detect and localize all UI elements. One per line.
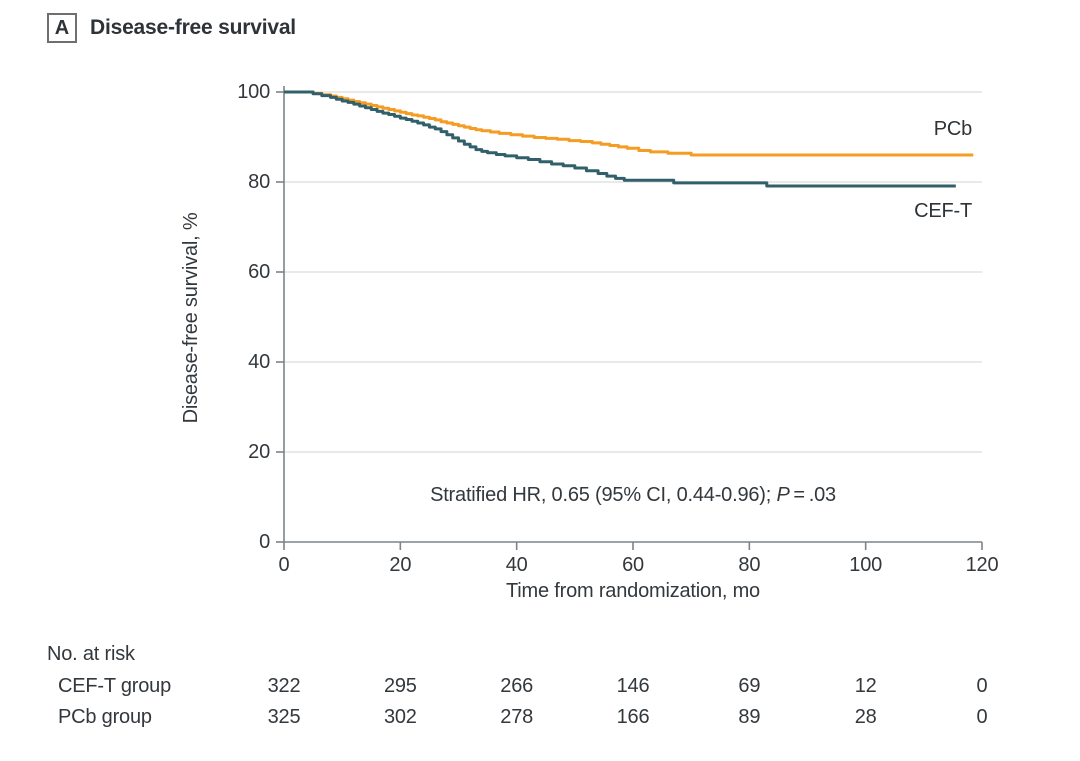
curve-label-ceft: CEF-T: [914, 200, 972, 222]
x-tick-label-120: 120: [965, 554, 999, 576]
risk-value-cef-t-40: 266: [500, 675, 534, 697]
hr-annotation-text: Stratified HR, 0.65 (95% CI, 0.44-0.96);: [430, 484, 777, 506]
y-axis-title: Disease-free survival, %: [180, 212, 202, 424]
risk-value-pcb-100: 28: [854, 706, 877, 728]
y-tick-label-20: 20: [248, 441, 270, 463]
risk-value-cef-t-0: 322: [267, 675, 301, 697]
x-tick-label-40: 40: [505, 554, 528, 576]
risk-value-pcb-20: 302: [383, 706, 417, 728]
x-tick-label-0: 0: [278, 554, 290, 576]
x-tick-label-100: 100: [849, 554, 883, 576]
y-tick-label-0: 0: [259, 531, 270, 553]
risk-value-pcb-80: 89: [738, 706, 761, 728]
y-tick-label-100: 100: [237, 81, 270, 103]
risk-row-label-pcb: PCb group: [58, 706, 152, 728]
y-tick-label-40: 40: [248, 351, 270, 373]
km-curve-cef-t: [284, 90, 956, 188]
p-value-symbol: P: [776, 484, 790, 506]
panel-letter: A: [54, 16, 70, 39]
panel-letter-badge: A: [47, 13, 77, 43]
curve-label-pcb: PCb: [933, 118, 973, 140]
risk-row-label-ceft: CEF-T group: [58, 675, 172, 697]
risk-value-cef-t-120: 0: [976, 675, 988, 697]
risk-value-cef-t-60: 146: [616, 675, 650, 697]
y-tick-label-80: 80: [248, 171, 270, 193]
p-value-text: = .03: [789, 484, 836, 506]
risk-value-pcb-60: 166: [616, 706, 650, 728]
risk-table-title: No. at risk: [47, 643, 135, 665]
risk-value-pcb-120: 0: [976, 706, 988, 728]
risk-value-cef-t-80: 69: [738, 675, 761, 697]
x-axis-title: Time from randomization, mo: [506, 580, 760, 602]
y-tick-label-60: 60: [248, 261, 270, 283]
hazard-ratio-annotation: Stratified HR, 0.65 (95% CI, 0.44-0.96);…: [284, 484, 982, 507]
risk-value-cef-t-100: 12: [854, 675, 877, 697]
km-curve-pcb: [284, 90, 974, 157]
x-tick-label-80: 80: [738, 554, 761, 576]
x-tick-label-60: 60: [622, 554, 644, 576]
risk-value-cef-t-20: 295: [383, 675, 417, 697]
risk-value-pcb-0: 325: [267, 706, 301, 728]
risk-value-pcb-40: 278: [500, 706, 534, 728]
x-tick-label-20: 20: [389, 554, 412, 576]
panel-title: Disease-free survival: [90, 16, 296, 39]
